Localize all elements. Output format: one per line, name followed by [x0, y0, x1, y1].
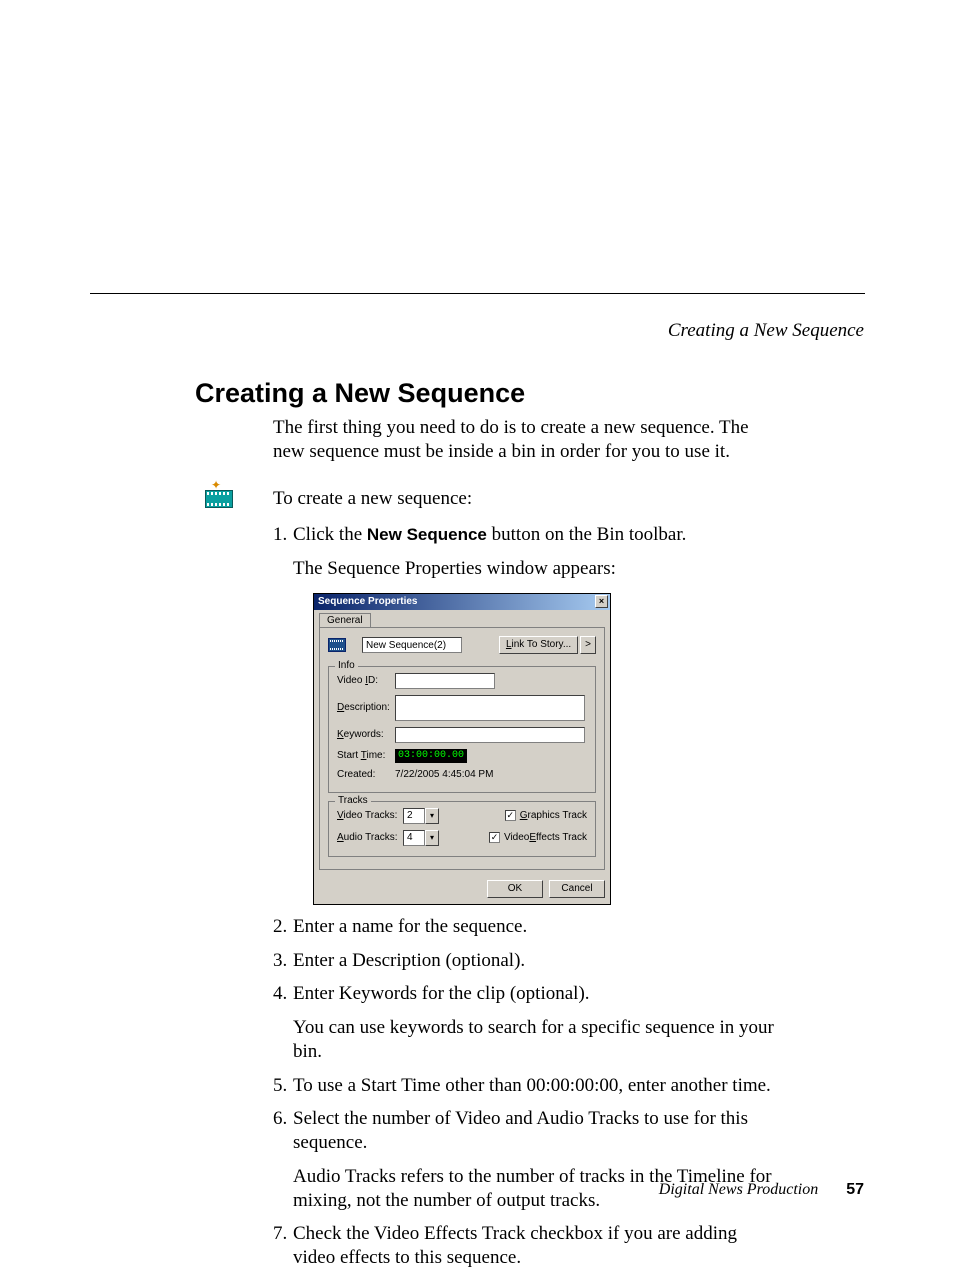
intro-lead-in: To create a new sequence: — [273, 487, 778, 511]
dialog-footer: OK Cancel — [314, 876, 610, 904]
tracks-legend: Tracks — [335, 795, 371, 808]
cancel-button[interactable]: Cancel — [549, 880, 605, 898]
new-sequence-margin-icon: ✦ — [205, 478, 235, 508]
info-legend: Info — [335, 660, 358, 673]
sequence-properties-dialog: Sequence Properties × General Link To — [313, 593, 611, 905]
close-icon[interactable]: × — [595, 595, 608, 608]
tracks-fieldset: Tracks Video Tracks: ▾ — [328, 801, 596, 857]
dialog-title: Sequence Properties — [318, 596, 417, 609]
running-header: Creating a New Sequence — [668, 320, 864, 342]
ok-button[interactable]: OK — [487, 880, 543, 898]
page-title: Creating a New Sequence — [195, 378, 525, 409]
start-time-label: Start Time: — [337, 750, 395, 763]
dialog-tabstrip: General — [314, 610, 610, 629]
step-1-text-post: button on the Bin toolbar. — [487, 524, 687, 545]
audio-tracks-value[interactable] — [403, 830, 425, 846]
created-label: Created: — [337, 769, 395, 782]
chevron-down-icon[interactable]: ▾ — [425, 830, 439, 846]
document-page: Creating a New Sequence Creating a New S… — [0, 0, 954, 1235]
step-5: 5.To use a Start Time other than 00:00:0… — [273, 1074, 778, 1098]
video-id-input[interactable] — [395, 673, 495, 689]
step-3: 3.Enter a Description (optional). — [273, 949, 778, 973]
step-number: 1. — [273, 523, 287, 547]
created-value: 7/22/2005 4:45:04 PM — [395, 769, 493, 782]
video-tracks-label: Video Tracks: — [337, 810, 403, 823]
video-effects-track-checkbox[interactable]: ✓Video Effects Track — [489, 832, 587, 845]
sequence-name-input[interactable] — [362, 637, 462, 653]
step-1: 1. Click the New Sequence button on the … — [273, 523, 778, 905]
keywords-label: Keywords: — [337, 729, 395, 742]
tab-general[interactable]: General — [319, 613, 371, 629]
step-2: 2.Enter a name for the sequence. — [273, 915, 778, 939]
footer-book-title: Digital News Production — [659, 1181, 818, 1198]
intro-paragraph: The first thing you need to do is to cre… — [273, 416, 778, 464]
description-label: Description: — [337, 702, 395, 715]
page-footer: Digital News Production 57 — [659, 1181, 864, 1199]
step-4-sub: You can use keywords to search for a spe… — [293, 1016, 778, 1064]
audio-tracks-label: Audio Tracks: — [337, 832, 403, 845]
step-7: 7.Check the Video Effects Track checkbox… — [273, 1222, 778, 1270]
dialog-body: Link To Story... > Info Video ID: — [319, 627, 605, 870]
audio-tracks-select[interactable]: ▾ — [403, 830, 439, 846]
description-input[interactable] — [395, 695, 585, 721]
video-id-label: Video ID: — [337, 675, 395, 688]
horizontal-rule — [90, 293, 865, 294]
link-to-story-button[interactable]: Link To Story... — [499, 636, 578, 654]
info-fieldset: Info Video ID: Description: — [328, 666, 596, 793]
start-time-input[interactable]: 03:00:00.00 — [395, 749, 467, 763]
step-1-text-pre: Click the — [293, 524, 367, 545]
dialog-titlebar: Sequence Properties × — [314, 594, 610, 610]
graphics-track-checkbox[interactable]: ✓Graphics Track — [505, 810, 587, 823]
sequence-icon — [328, 638, 346, 652]
step-list: 1. Click the New Sequence button on the … — [273, 523, 778, 1270]
new-sequence-label: New Sequence — [367, 525, 487, 544]
link-to-story-caret-button[interactable]: > — [580, 636, 596, 654]
body-content: The first thing you need to do is to cre… — [273, 416, 778, 1270]
keywords-input[interactable] — [395, 727, 585, 743]
chevron-down-icon[interactable]: ▾ — [425, 808, 439, 824]
step-1-sub: The Sequence Properties window appears: — [293, 557, 778, 581]
video-tracks-value[interactable] — [403, 808, 425, 824]
step-4: 4.Enter Keywords for the clip (optional)… — [273, 982, 778, 1063]
video-tracks-select[interactable]: ▾ — [403, 808, 439, 824]
footer-page-number: 57 — [846, 1181, 864, 1198]
sequence-properties-dialog-figure: Sequence Properties × General Link To — [313, 593, 778, 905]
name-row: Link To Story... > — [328, 636, 596, 654]
